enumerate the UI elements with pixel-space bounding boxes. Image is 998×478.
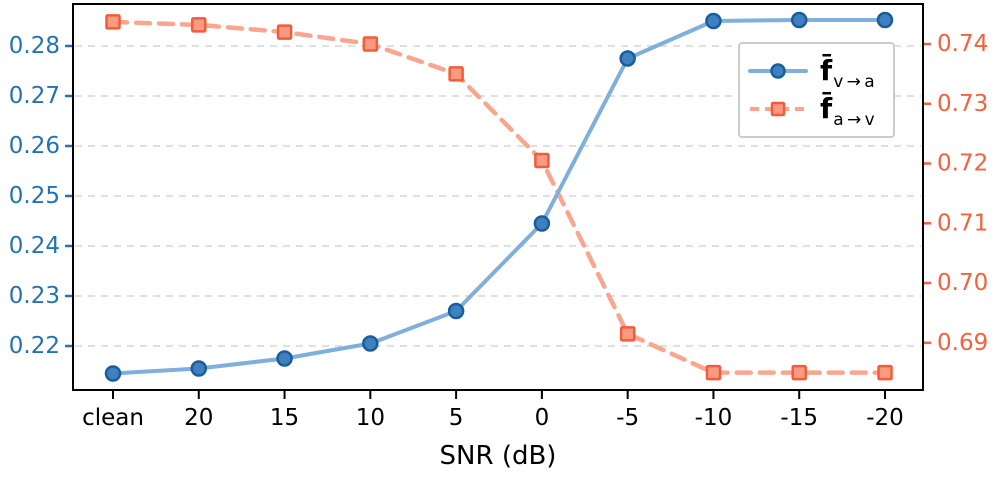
data-point-circle	[619, 50, 636, 67]
data-point-square	[877, 364, 893, 381]
legend-subscript: v → a	[833, 71, 875, 92]
y-axis-right: 0.74 0.73 0.72 0.71 0.70 0.69	[923, 31, 988, 356]
left-axis-tick-label: 0.24	[9, 233, 60, 259]
y-axis-left: 0.28 0.27 0.26 0.25 0.24 0.23 0.22	[9, 33, 73, 359]
data-point-circle	[362, 335, 379, 352]
data-point-square	[619, 326, 636, 342]
x-axis-tick-label: 20	[184, 405, 213, 431]
legend-label-f-a-to-v: f̄a → v	[820, 92, 875, 129]
x-axis-tick-label: 15	[270, 405, 299, 431]
legend-sample-blue-circle-icon	[748, 62, 808, 79]
right-axis-tick-label: 0.74	[937, 31, 988, 57]
data-point-circle	[705, 12, 722, 30]
series-f-a-to-v	[105, 14, 893, 381]
legend: f̄v → a f̄a → v	[738, 42, 895, 138]
right-axis-tick-label: 0.71	[937, 210, 988, 236]
legend-subscript: a → v	[833, 110, 875, 131]
data-point-square	[705, 364, 722, 381]
x-axis-tick-label: -10	[695, 405, 733, 431]
legend-symbol: f̄	[820, 92, 833, 126]
plot-border	[72, 3, 924, 391]
x-axis-tick-label: -15	[780, 405, 818, 431]
data-point-circle	[190, 360, 208, 377]
left-axis-tick-label: 0.22	[9, 333, 60, 359]
left-axis-tick-label: 0.27	[9, 83, 60, 109]
legend-label-f-v-to-a: f̄v → a	[820, 53, 875, 90]
x-axis-tick-label: 10	[356, 405, 385, 431]
x-axis-tick-label: clean	[82, 405, 144, 431]
data-point-square	[276, 24, 293, 40]
left-axis-tick-label: 0.25	[9, 183, 60, 209]
x-axis-tick-label: -20	[866, 405, 904, 431]
legend-sample-orange-square-icon	[750, 102, 806, 117]
data-point-circle	[533, 215, 551, 232]
data-point-circle	[876, 11, 894, 29]
right-axis-tick-label: 0.69	[937, 330, 988, 356]
data-point-circle	[276, 350, 293, 367]
data-point-circle	[790, 11, 808, 29]
data-point-square	[362, 36, 379, 52]
x-axis-tick-label: -5	[616, 405, 639, 431]
legend-item-f-a-to-v: f̄a → v	[748, 92, 887, 129]
data-point-square	[191, 17, 207, 33]
data-point-square	[448, 66, 464, 82]
left-axis-tick-label: 0.28	[9, 33, 60, 59]
x-axis-title: SNR (dB)	[440, 441, 557, 471]
legend-symbol: f̄	[820, 53, 833, 87]
right-axis-tick-label: 0.70	[937, 270, 988, 296]
left-axis-tick-label: 0.23	[9, 283, 60, 309]
left-axis-tick-label: 0.26	[9, 133, 60, 159]
data-point-circle	[104, 365, 122, 382]
x-axis-tick-label: 0	[535, 405, 550, 431]
data-point-square	[534, 152, 550, 169]
legend-item-f-v-to-a: f̄v → a	[748, 53, 887, 90]
x-axis: clean 20 15 10 5 0 -5 -10 -15 -20	[82, 390, 904, 431]
right-axis-tick-label: 0.72	[937, 151, 988, 177]
right-axis-tick-label: 0.73	[937, 91, 988, 117]
data-point-square	[105, 14, 121, 30]
x-axis-tick-label: 5	[449, 405, 464, 431]
data-point-square	[791, 364, 807, 381]
data-point-circle	[447, 302, 465, 320]
x-axis-label: SNR (dB)	[440, 441, 557, 471]
series-f-v-to-a	[104, 11, 894, 382]
